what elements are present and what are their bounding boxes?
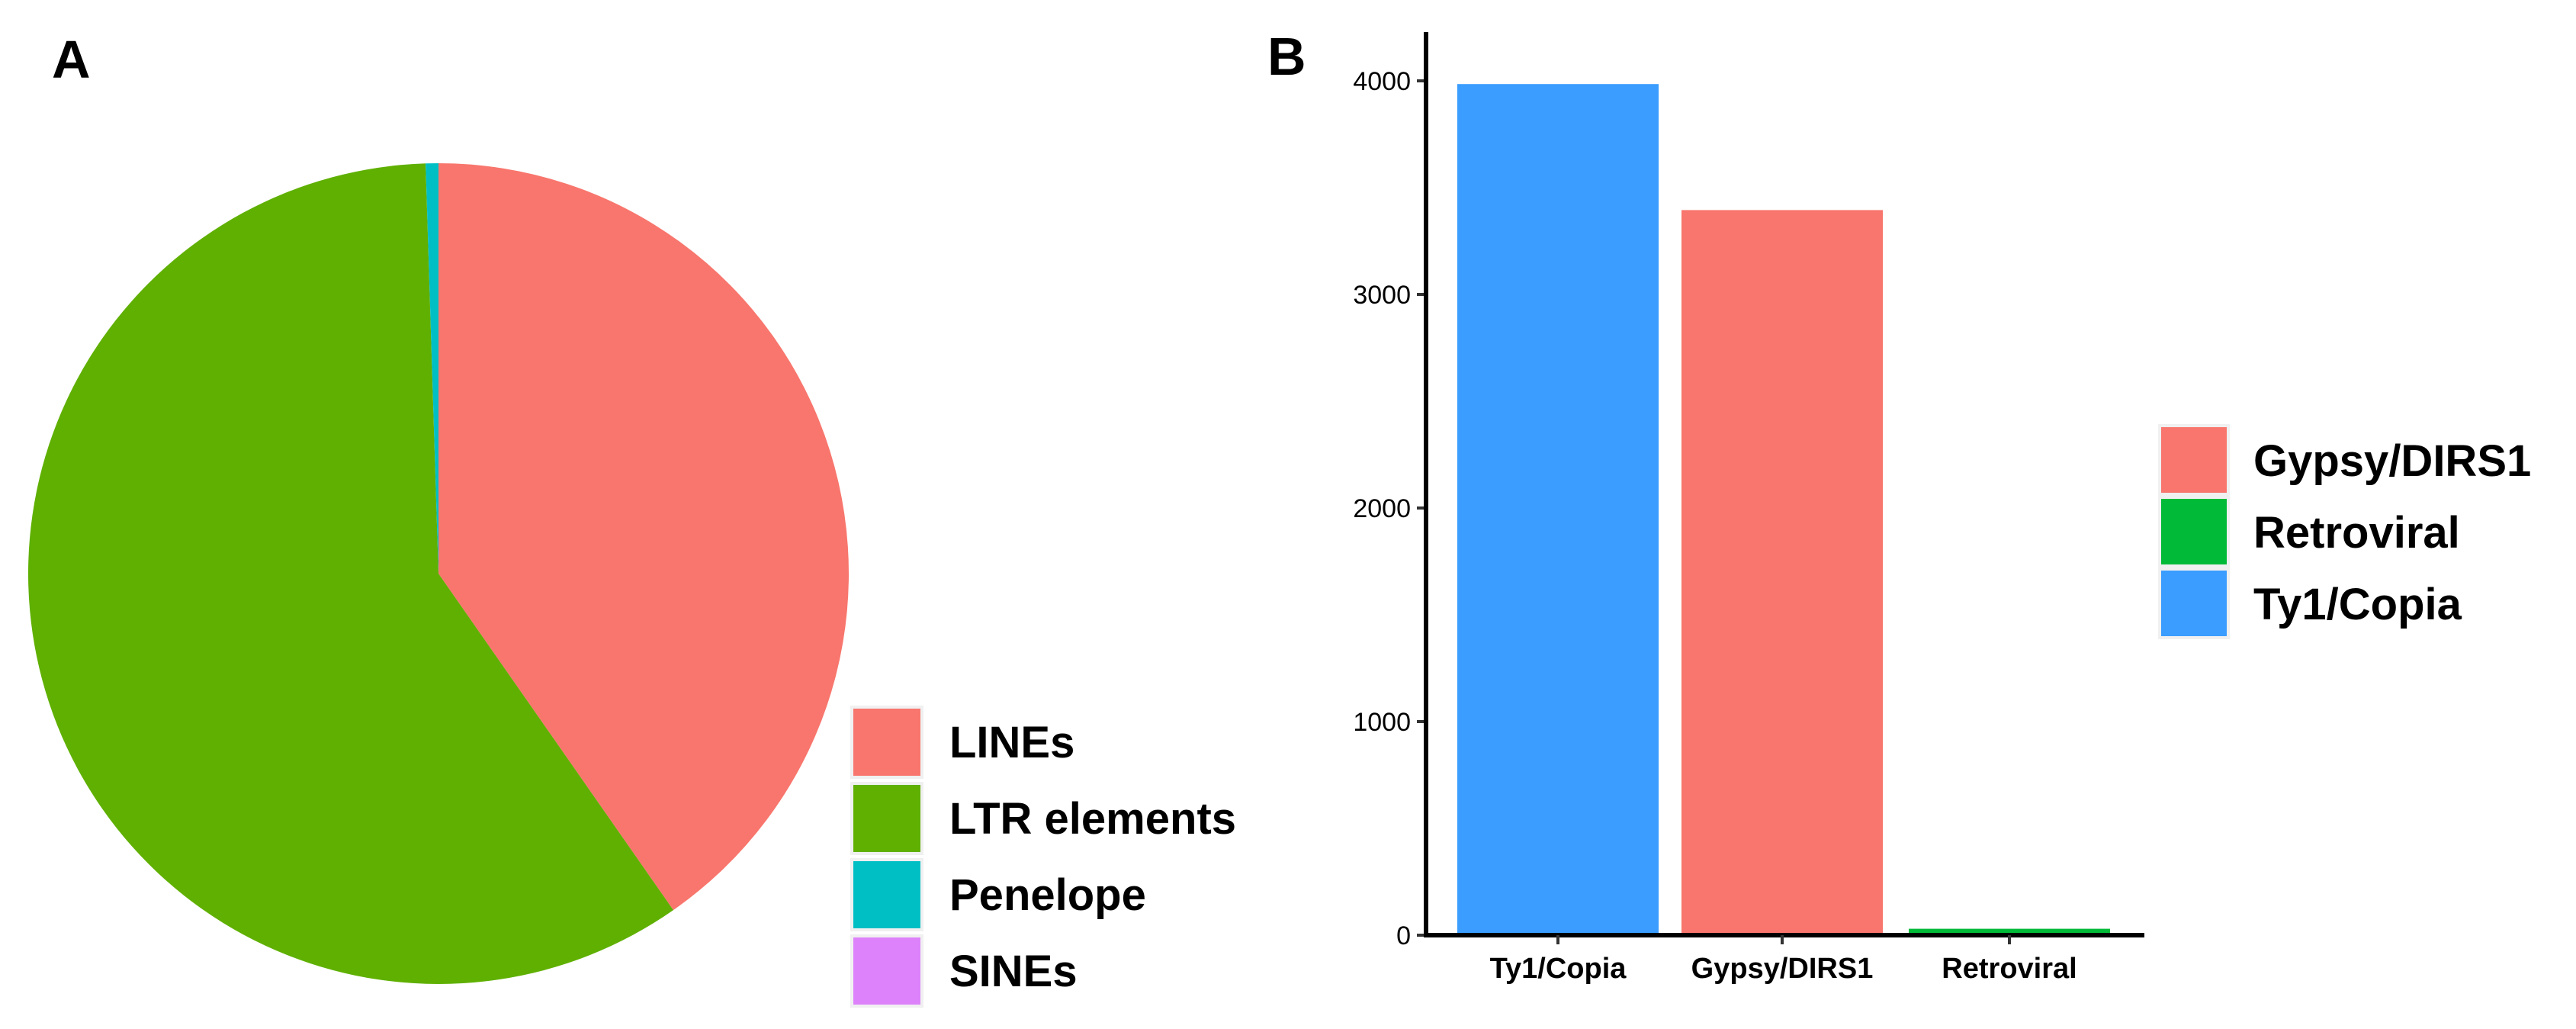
- panel-a-pie-chart: A LINEs LTR elements Penelope SINEs: [28, 30, 1236, 1008]
- legend-label-ty1-copia: Ty1/Copia: [2253, 580, 2462, 629]
- pie-slice-ltr-elements: [28, 163, 673, 985]
- y-tick-label-4000: 4000: [1353, 67, 1411, 96]
- bar-y-axis-ticks: 0 1000 2000 3000 4000: [1353, 67, 1426, 950]
- y-tick-label-0: 0: [1396, 921, 1411, 950]
- legend-key-lines: [850, 706, 923, 779]
- legend-label-penelope: Penelope: [949, 870, 1146, 920]
- pie-slice-penelope: [426, 163, 438, 574]
- pie-slice-lines: [438, 163, 850, 911]
- legend-label-sines: SINEs: [949, 947, 1078, 996]
- legend-label-retroviral: Retroviral: [2253, 508, 2460, 558]
- legend-key-retroviral: [2158, 496, 2230, 568]
- legend-key-sines: [850, 934, 923, 1008]
- bar-x-axis-labels: Ty1/Copia Gypsy/DIRS1 Retroviral: [1490, 935, 2077, 985]
- bar-axes: [1424, 32, 2144, 937]
- bar-ty1-copia: [1457, 84, 1659, 936]
- bar-gypsy-dirs1: [1681, 210, 1883, 935]
- x-tick-label-ty1-copia: Ty1/Copia: [1490, 953, 1627, 985]
- x-tick-label-gypsy-dirs1: Gypsy/DIRS1: [1691, 953, 1874, 985]
- panel-b-label: B: [1267, 27, 1306, 86]
- legend-label-lines: LINEs: [949, 718, 1074, 767]
- legend-key-penelope: [850, 858, 923, 931]
- panel-a-label: A: [52, 30, 91, 89]
- pie-slices: [28, 163, 850, 985]
- pie-legend: LINEs LTR elements Penelope SINEs: [850, 706, 1236, 1008]
- y-tick-label-1000: 1000: [1353, 708, 1411, 737]
- y-tick-label-2000: 2000: [1353, 494, 1411, 523]
- legend-key-ty1-copia: [2158, 568, 2230, 639]
- bar-legend: Gypsy/DIRS1 Retroviral Ty1/Copia: [2158, 424, 2531, 639]
- legend-label-ltr-elements: LTR elements: [949, 794, 1236, 844]
- y-tick-label-3000: 3000: [1353, 281, 1411, 310]
- legend-key-gypsy-dirs1: [2158, 424, 2230, 496]
- x-tick-label-retroviral: Retroviral: [1942, 953, 2077, 985]
- legend-key-ltr-elements: [850, 782, 923, 855]
- legend-label-gypsy-dirs1: Gypsy/DIRS1: [2253, 436, 2531, 486]
- bar-retroviral: [1909, 928, 2110, 935]
- bars: [1457, 84, 2110, 936]
